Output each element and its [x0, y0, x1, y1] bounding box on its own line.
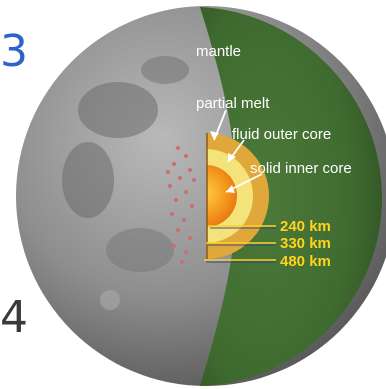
moon-crater-2: [54, 134, 66, 146]
partial-melt-label: partial melt: [196, 95, 270, 112]
solid-inner-core-layer: [207, 165, 237, 227]
moon-mare-4: [141, 56, 189, 84]
moonquake-dots: [166, 146, 196, 264]
depth-label-330: 330 km: [280, 235, 331, 252]
edge-character-bottom: 4: [0, 292, 28, 343]
solid-inner-core-arrowhead: [226, 185, 235, 193]
moon-mare-1: [78, 82, 158, 138]
depth-label-240: 240 km: [280, 218, 331, 235]
edge-character-top: 3: [0, 26, 28, 77]
moon-mare-3: [106, 228, 174, 272]
solid-inner-core-label: solid inner core: [250, 160, 352, 177]
moon-crater-1: [100, 290, 120, 310]
fluid-outer-core-arrowhead: [228, 153, 236, 162]
mantle-section: [200, 7, 382, 386]
depth-label-480: 480 km: [280, 253, 331, 270]
moon-mare-2: [62, 142, 114, 218]
partial-melt-arrowhead: [210, 131, 219, 140]
mantle-label: mantle: [196, 43, 241, 60]
fluid-outer-core-label: fluid outer core: [232, 126, 331, 143]
